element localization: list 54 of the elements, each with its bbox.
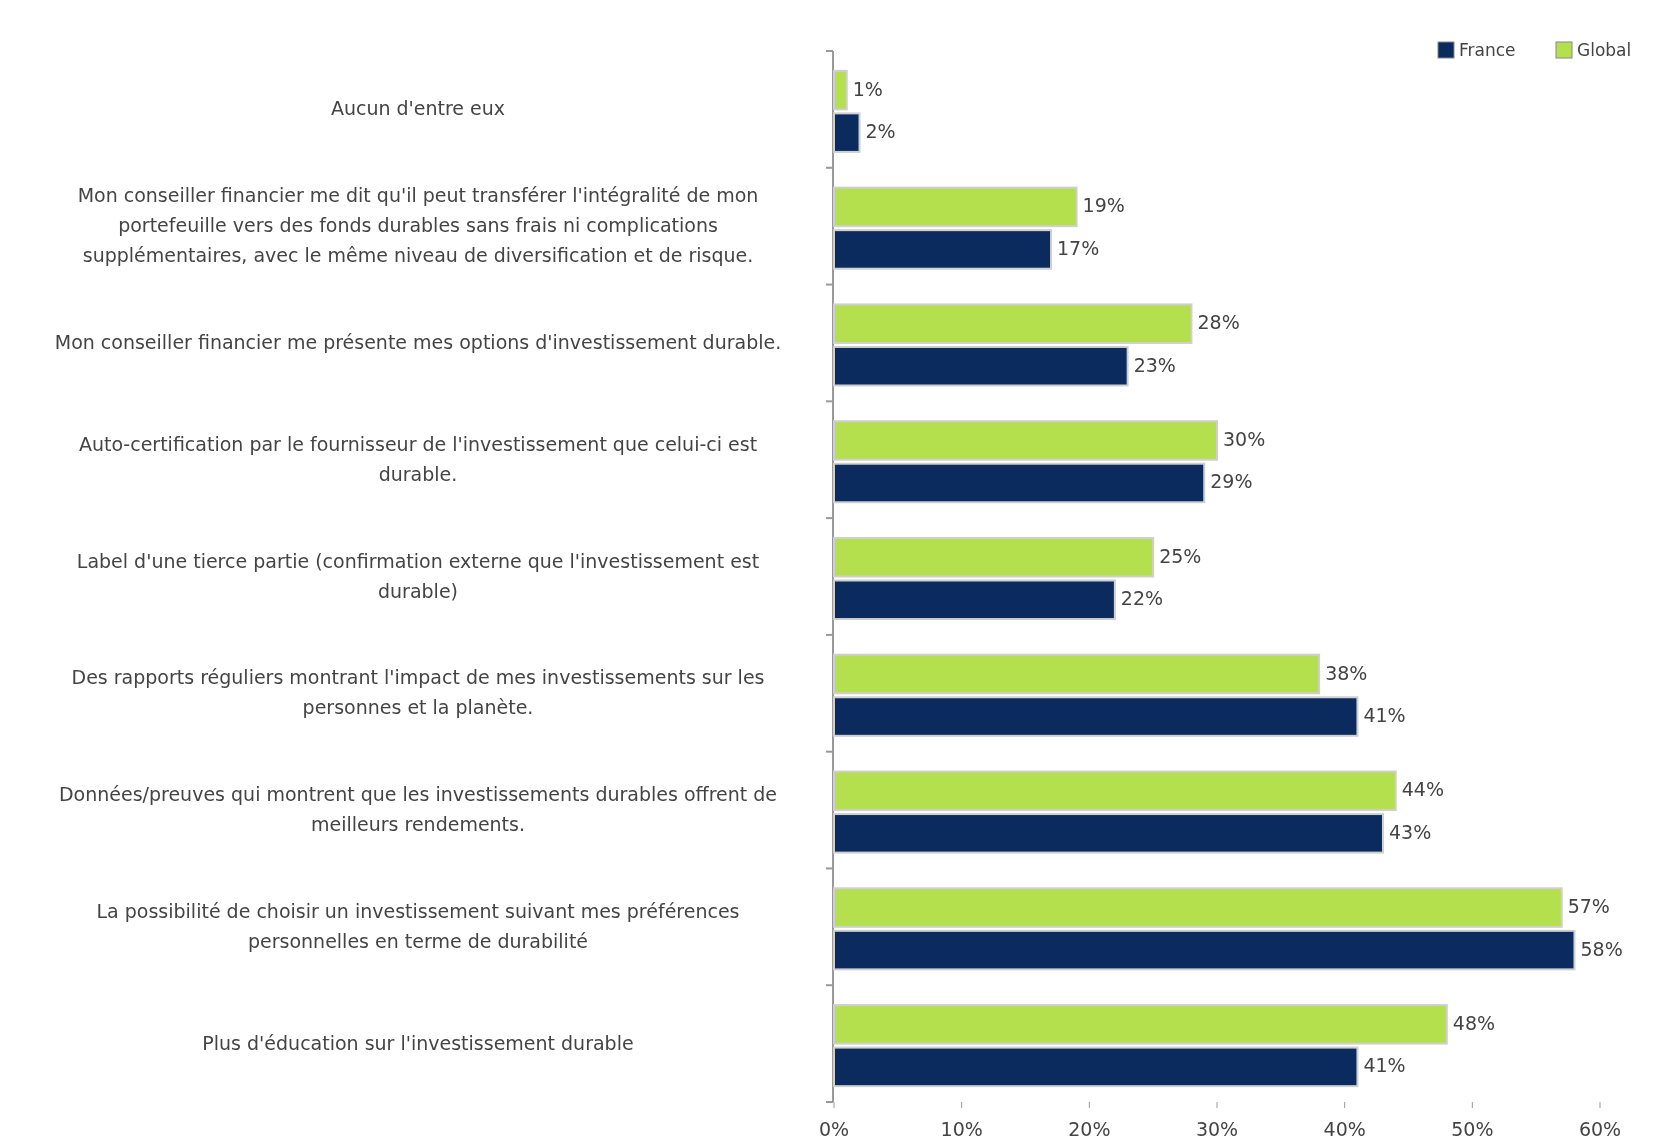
x-tick-label: 40% (1323, 1118, 1366, 1137)
bar (833, 887, 1563, 928)
y-tick-label: Auto-certification par le fournisseur de l'investissement que celui-ci est durable. (78, 432, 758, 485)
data-label: 38% (1325, 661, 1368, 684)
data-label: 2% (865, 120, 896, 143)
data-label: 17% (1057, 236, 1100, 259)
bar (833, 770, 1397, 812)
y-tick-label: Mon conseiller financier me présente mes options d'investissement durable. (54, 330, 782, 353)
data-label: 44% (1401, 778, 1444, 801)
bar (833, 1046, 1359, 1088)
x-tick-label: 20% (1068, 1118, 1111, 1137)
data-label: 58% (1580, 937, 1623, 960)
bar (833, 69, 848, 111)
y-tick-label: Mon conseiller financier me dit qu'il peut transférer l'intégralité de mon portefeuille vers des fonds durables sans frais ni complications supplémentaires, avec le même niveau de diversification et de risque. (77, 183, 759, 266)
x-tick-label: 60% (1578, 1118, 1622, 1137)
data-label: 23% (1133, 353, 1176, 376)
bar (833, 420, 1218, 461)
x-tick-label: 0% (818, 1118, 850, 1137)
y-tick-label: Aucun d'entre eux (330, 96, 506, 119)
x-tick-label: 50% (1451, 1118, 1494, 1137)
data-label: 48% (1452, 1011, 1496, 1034)
data-label: 22% (1120, 587, 1164, 610)
data-label: 28% (1197, 311, 1240, 334)
bar (833, 229, 1053, 270)
data-label: 19% (1082, 194, 1125, 217)
y-tick-label: Données/preuves qui montrent que les investissements durables offrent de meilleurs rendements. (58, 782, 778, 835)
bar (833, 345, 1129, 387)
bar (833, 186, 1078, 228)
data-label: 57% (1567, 895, 1610, 918)
x-tick-label: 10% (940, 1118, 983, 1137)
legend-label: France (1459, 40, 1516, 60)
y-tick-label: Plus d'éducation sur l'investissement durable (202, 1031, 634, 1054)
data-label: 29% (1210, 470, 1253, 493)
bar (833, 536, 1155, 578)
bar (833, 579, 1116, 621)
y-tick-label: La possibilité de choisir un investissement suivant mes préférences personnelles en terme de durabilité (96, 899, 740, 952)
bar (833, 813, 1384, 854)
data-label: 1% (852, 77, 883, 100)
bar (833, 653, 1321, 695)
bar (833, 112, 861, 153)
bar (833, 696, 1359, 737)
data-label: 43% (1388, 820, 1432, 843)
legend-label: Global (1577, 40, 1632, 60)
data-label: 30% (1223, 427, 1266, 450)
data-label: 25% (1159, 544, 1202, 567)
bar (833, 462, 1206, 504)
bar (833, 1004, 1448, 1045)
bar (833, 303, 1193, 344)
data-label: 41% (1363, 704, 1406, 727)
y-tick-label: Label d'une tierce partie (confirmation externe que l'investissement est durable) (76, 549, 760, 601)
x-tick-label: 30% (1195, 1118, 1239, 1137)
bar (833, 929, 1576, 971)
data-label: 41% (1363, 1054, 1406, 1077)
y-tick-label: Des rapports réguliers montrant l'impact de mes investissements sur les personnes et la planète. (71, 665, 765, 718)
